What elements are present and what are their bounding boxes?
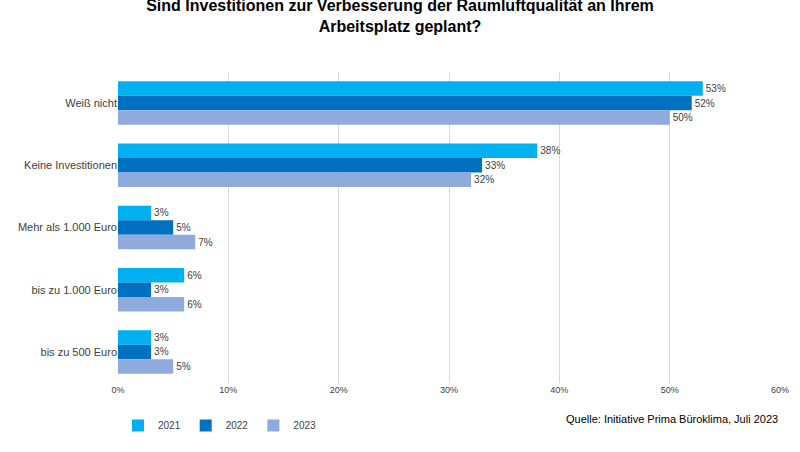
svg-text:50%: 50% xyxy=(673,112,693,123)
svg-text:bis zu 500 Euro: bis zu 500 Euro xyxy=(41,346,117,358)
svg-text:5%: 5% xyxy=(176,361,191,372)
svg-text:6%: 6% xyxy=(187,270,202,281)
svg-text:52%: 52% xyxy=(695,98,715,109)
svg-text:7%: 7% xyxy=(198,237,213,248)
svg-text:3%: 3% xyxy=(154,332,169,343)
svg-text:0%: 0% xyxy=(111,385,124,395)
svg-text:Quelle: Initiative Prima Bürok: Quelle: Initiative Prima Büroklima, Juli… xyxy=(566,413,778,425)
svg-text:30%: 30% xyxy=(440,385,458,395)
svg-text:bis zu 1.000 Euro: bis zu 1.000 Euro xyxy=(31,284,117,296)
svg-text:Weiß nicht: Weiß nicht xyxy=(65,97,117,109)
svg-text:32%: 32% xyxy=(474,174,494,185)
svg-text:5%: 5% xyxy=(176,222,191,233)
svg-text:38%: 38% xyxy=(540,145,560,156)
svg-text:2023: 2023 xyxy=(293,420,316,431)
svg-text:2022: 2022 xyxy=(226,420,249,431)
svg-text:60%: 60% xyxy=(771,385,789,395)
svg-text:50%: 50% xyxy=(661,385,679,395)
svg-text:3%: 3% xyxy=(154,284,169,295)
svg-text:40%: 40% xyxy=(550,385,568,395)
svg-text:6%: 6% xyxy=(187,299,202,310)
svg-text:20%: 20% xyxy=(330,385,348,395)
svg-text:33%: 33% xyxy=(485,160,505,171)
svg-text:Sind Investitionen zur Verbess: Sind Investitionen zur Verbesserung der … xyxy=(146,0,654,35)
svg-text:53%: 53% xyxy=(706,83,726,94)
svg-text:Keine Investitionen: Keine Investitionen xyxy=(24,159,117,171)
svg-text:3%: 3% xyxy=(154,346,169,357)
svg-text:2021: 2021 xyxy=(158,420,181,431)
svg-text:10%: 10% xyxy=(219,385,237,395)
svg-text:Mehr als 1.000 Euro: Mehr als 1.000 Euro xyxy=(18,221,117,233)
svg-text:3%: 3% xyxy=(154,207,169,218)
